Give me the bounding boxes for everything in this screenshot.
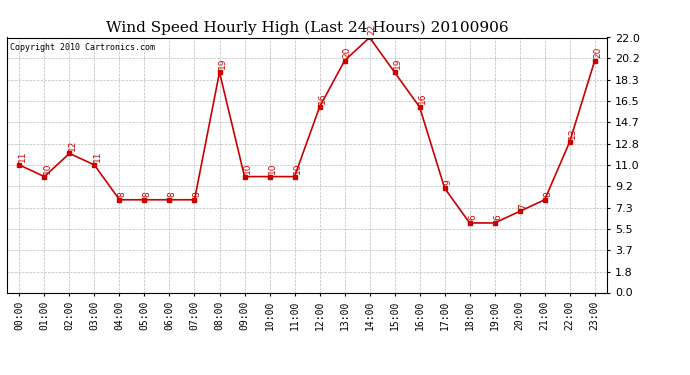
Text: 6: 6	[468, 214, 477, 220]
Title: Wind Speed Hourly High (Last 24 Hours) 20100906: Wind Speed Hourly High (Last 24 Hours) 2…	[106, 21, 509, 35]
Text: 10: 10	[43, 162, 52, 174]
Text: 8: 8	[543, 191, 552, 197]
Text: 12: 12	[68, 139, 77, 151]
Text: 19: 19	[218, 58, 227, 69]
Text: 10: 10	[293, 162, 302, 174]
Text: 8: 8	[118, 191, 127, 197]
Text: 8: 8	[168, 191, 177, 197]
Text: 8: 8	[143, 191, 152, 197]
Text: 16: 16	[418, 93, 427, 104]
Text: 10: 10	[268, 162, 277, 174]
Text: 22: 22	[368, 24, 377, 35]
Text: 13: 13	[568, 128, 577, 139]
Text: 6: 6	[493, 214, 502, 220]
Text: 8: 8	[193, 191, 201, 197]
Text: 20: 20	[593, 46, 602, 58]
Text: 19: 19	[393, 58, 402, 69]
Text: 16: 16	[318, 93, 327, 104]
Text: 11: 11	[92, 151, 101, 162]
Text: 20: 20	[343, 46, 352, 58]
Text: 10: 10	[243, 162, 252, 174]
Text: 9: 9	[443, 180, 452, 185]
Text: Copyright 2010 Cartronics.com: Copyright 2010 Cartronics.com	[10, 43, 155, 52]
Text: 11: 11	[18, 151, 27, 162]
Text: 7: 7	[518, 203, 527, 208]
